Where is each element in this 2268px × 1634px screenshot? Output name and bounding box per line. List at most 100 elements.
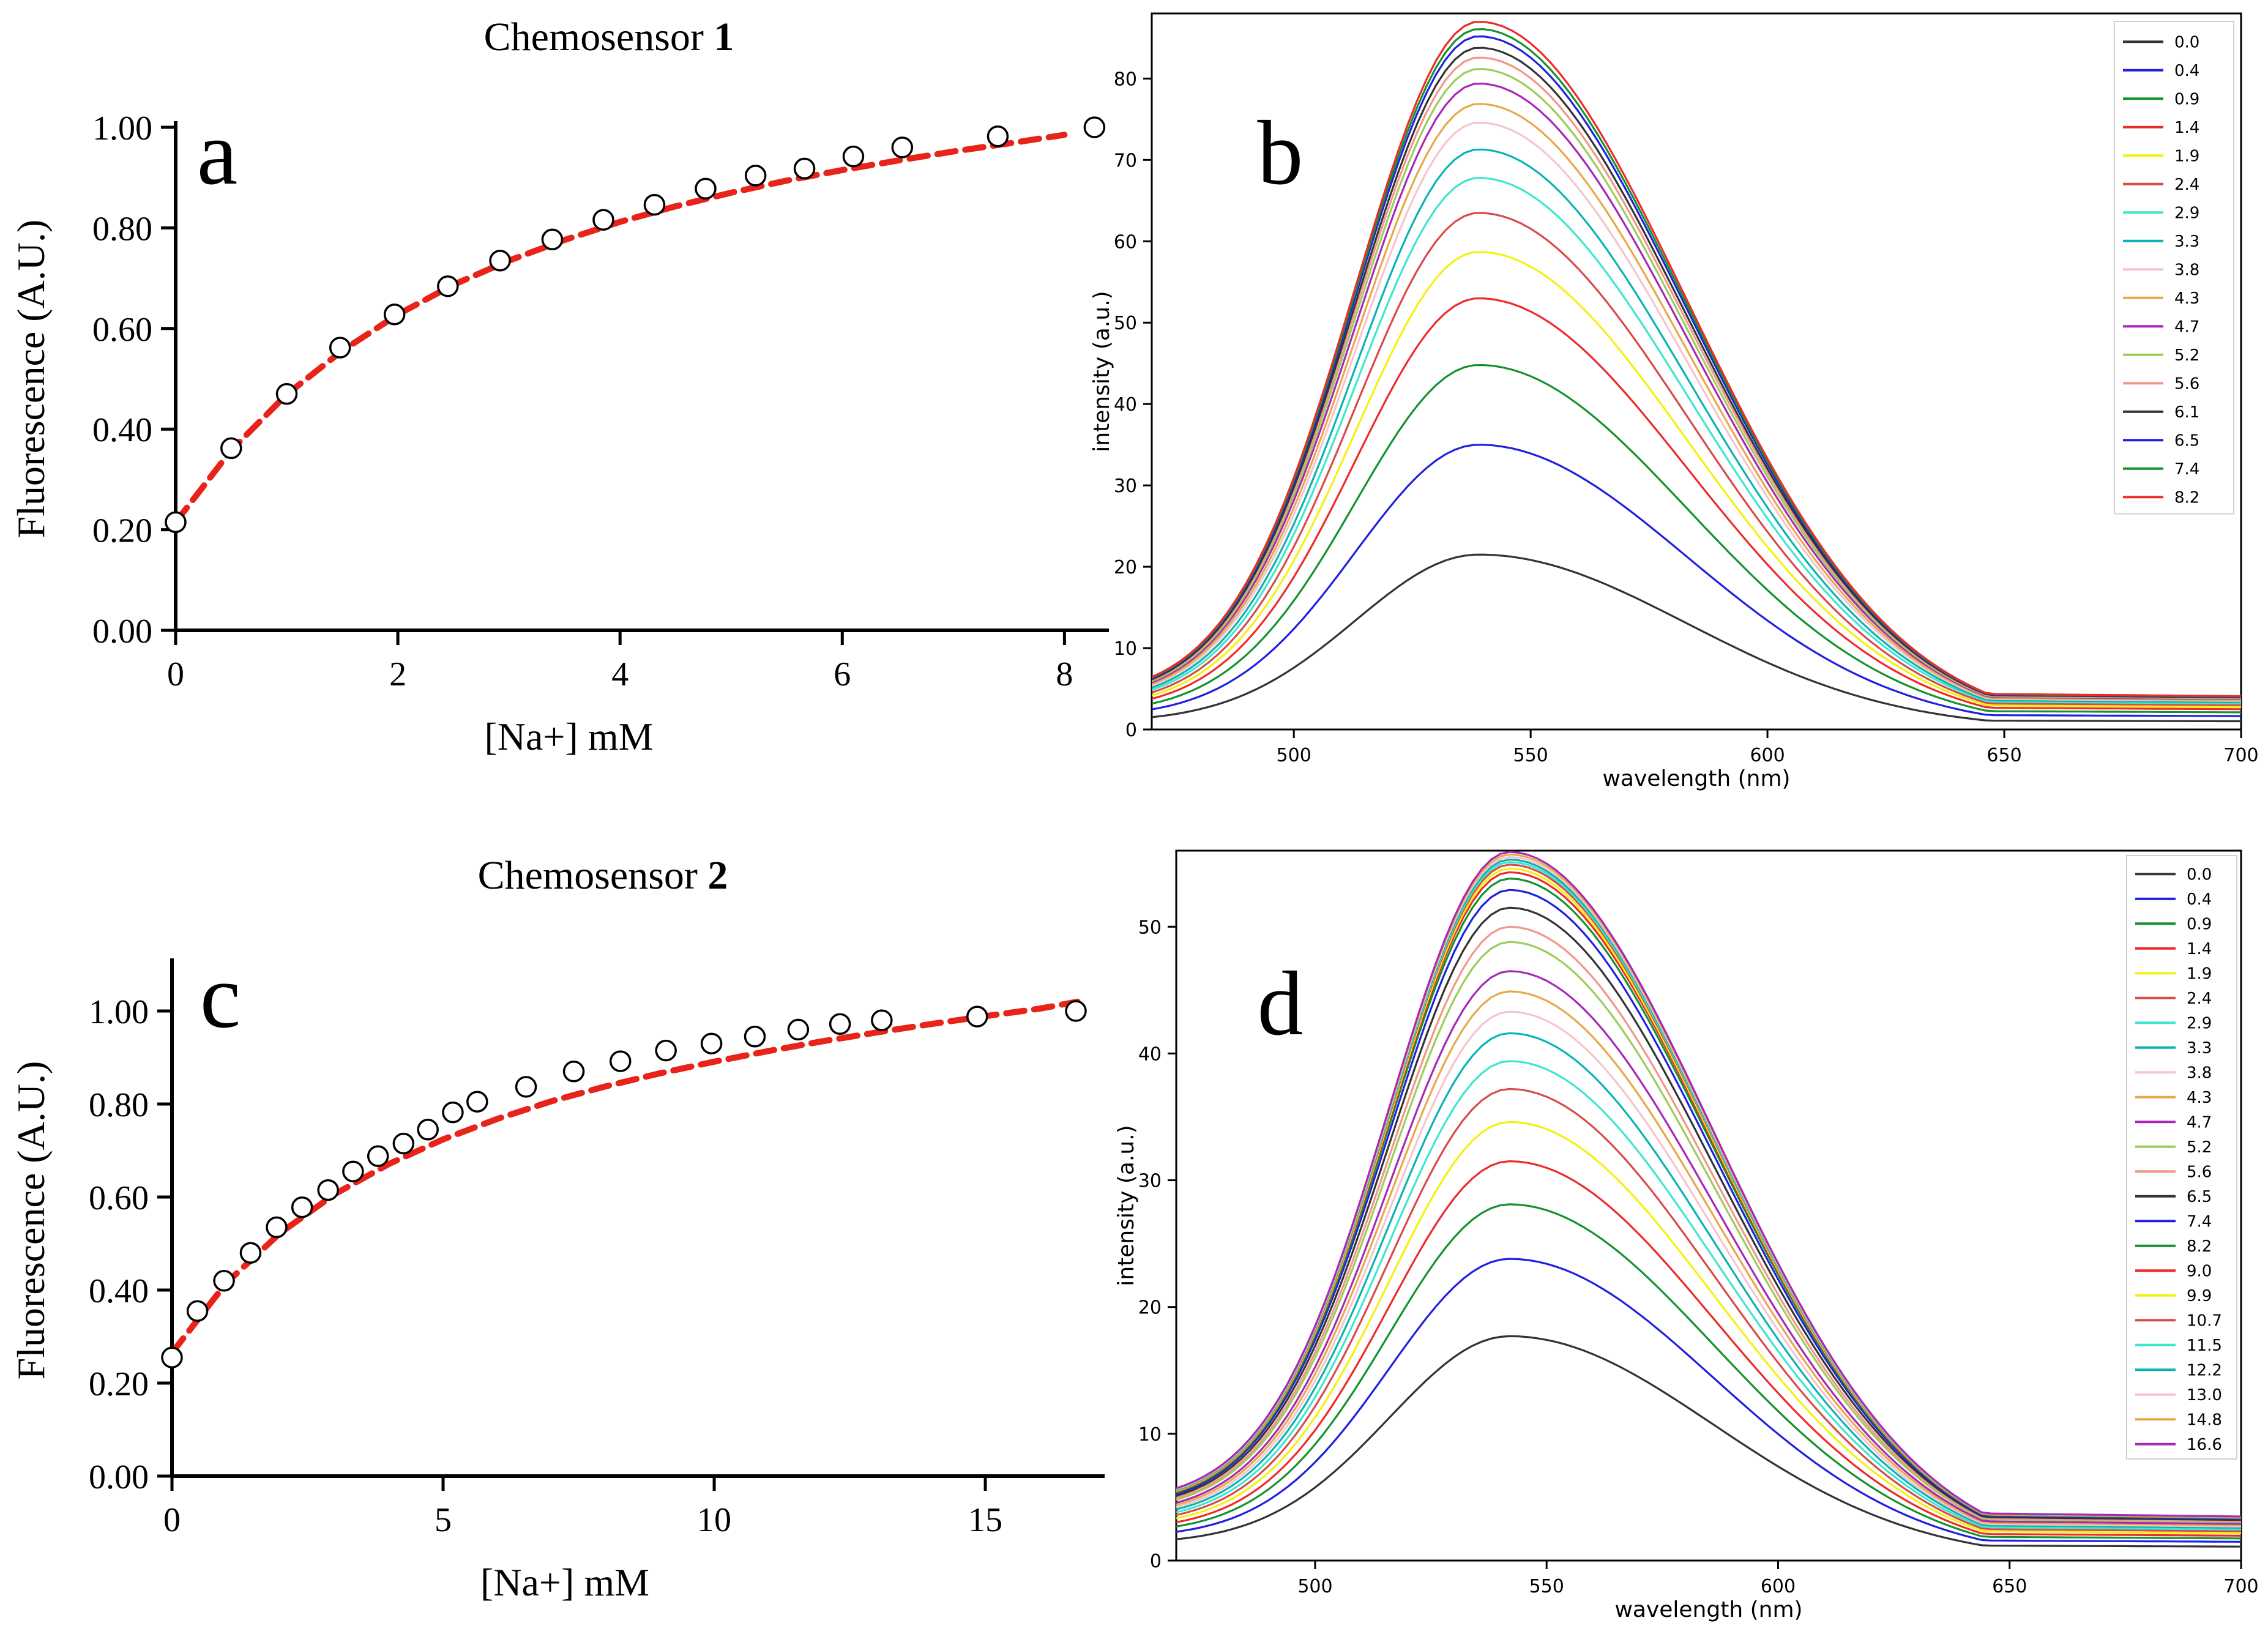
legend-entry: 3.3	[2174, 233, 2199, 251]
legend-entry: 11.5	[2187, 1337, 2222, 1355]
data-point	[291, 1196, 313, 1218]
x-tick-label: 6	[834, 655, 851, 693]
spectrum-line	[1152, 364, 2241, 714]
legend-entry: 9.0	[2187, 1262, 2212, 1280]
spectrum-line	[1176, 906, 2241, 1521]
x-axis-label: wavelength (nm)	[1614, 1597, 1802, 1622]
panel-a: Chemosensor 1 a 0.00 0.20 0.40 0.60 0.80 1.00 0 2…	[9, 15, 1109, 758]
plot-frame	[1151, 12, 2242, 731]
legend-entry: 1.4	[2187, 940, 2212, 958]
y-tick-label: 10	[1114, 638, 1137, 660]
legend-entry: 0.9	[2174, 90, 2199, 108]
x-tick-label: 550	[1529, 1576, 1564, 1597]
panel-letter: b	[1258, 102, 1304, 204]
y-tick-label: 0.00	[92, 613, 152, 651]
x-tick-label: 8	[1056, 655, 1073, 693]
y-axis-label: intensity (a.u.)	[1089, 291, 1114, 452]
y-tick-label: 0.20	[89, 1365, 149, 1403]
data-point	[592, 209, 614, 231]
y-tick-label: 80	[1114, 69, 1137, 90]
chart-title-number: 2	[707, 853, 728, 898]
spectrum-line	[1152, 553, 2241, 723]
legend-entry: 4.7	[2174, 318, 2199, 336]
legend-entry: 0.4	[2174, 62, 2199, 80]
data-point	[787, 1018, 810, 1041]
fit-curve	[173, 132, 1068, 526]
data-point	[655, 1039, 677, 1062]
legend-entry: 7.4	[2174, 460, 2199, 479]
data-point	[515, 1076, 537, 1098]
spectrum-line	[1176, 970, 2241, 1525]
y-tick-label: 70	[1114, 150, 1137, 171]
series-group	[1176, 851, 2241, 1548]
spectrum-line	[1152, 444, 2241, 717]
y-tick-label: 1.00	[92, 110, 152, 147]
data-point	[744, 165, 767, 187]
x-tick-label: 700	[2223, 745, 2258, 766]
x-tick-label: 15	[968, 1501, 1002, 1539]
x-tick-label: 650	[1986, 745, 2021, 766]
data-point	[392, 1132, 415, 1155]
data-point	[220, 437, 242, 460]
legend-entry: 6.5	[2174, 431, 2199, 450]
data-point	[466, 1091, 488, 1113]
legend-entry: 0.4	[2187, 890, 2212, 909]
legend-entry: 5.2	[2174, 346, 2199, 365]
spectrum-line	[1176, 990, 2241, 1526]
data-point	[610, 1050, 632, 1072]
legend-entry: 0.0	[2187, 865, 2212, 884]
data-point	[891, 136, 914, 159]
y-tick-label: 30	[1138, 1171, 1162, 1192]
data-point	[317, 1179, 339, 1201]
legend-entry: 5.6	[2174, 375, 2199, 393]
y-tick-label: 50	[1114, 313, 1137, 334]
data-point	[541, 228, 564, 251]
legend-entry: 1.4	[2174, 119, 2199, 137]
y-tick-label: 10	[1138, 1424, 1162, 1446]
spectrum-line	[1152, 297, 2241, 711]
panel-letter: d	[1258, 953, 1304, 1054]
x-tick-label: 500	[1277, 745, 1311, 766]
legend-entry: 5.2	[2187, 1138, 2212, 1157]
legend-entry: 3.3	[2187, 1039, 2212, 1058]
data-point	[842, 145, 865, 168]
y-tick-label: 0.60	[92, 311, 152, 349]
legend-entry: 8.2	[2187, 1237, 2212, 1256]
legend-entry: 2.9	[2174, 204, 2199, 222]
chart-title-text: Chemosensor	[478, 853, 708, 898]
y-tick-label: 50	[1138, 917, 1162, 938]
x-tick-label: 5	[435, 1501, 452, 1539]
legend-entry: 16.6	[2187, 1436, 2222, 1454]
y-tick-label: 0.40	[92, 411, 152, 449]
data-point	[987, 125, 1009, 147]
y-tick-label: 20	[1138, 1297, 1162, 1319]
data-point	[442, 1101, 464, 1124]
y-tick-label: 0.60	[89, 1179, 149, 1217]
y-tick-label: 40	[1138, 1043, 1162, 1065]
x-axis-label: [Na+] mM	[480, 1561, 649, 1604]
spectrum-line	[1176, 851, 2241, 1518]
data-point	[342, 1160, 364, 1182]
data-point	[329, 337, 351, 359]
x-tick-label: 650	[1992, 1576, 2027, 1597]
spectrum-line	[1176, 1060, 2241, 1531]
legend-entry: 7.4	[2187, 1212, 2212, 1231]
chart-title-number: 1	[714, 15, 734, 59]
y-tick-label: 0.20	[92, 512, 152, 550]
legend-entry: 10.7	[2187, 1311, 2222, 1330]
panel-c: Chemosensor 2 c 0.00 0.20 0.40 0.60 0.80 1.00 0 5…	[9, 853, 1105, 1604]
y-tick-label: 60	[1114, 231, 1137, 253]
x-tick-label: 500	[1297, 1576, 1332, 1597]
data-point	[213, 1270, 235, 1292]
spectrum-line	[1176, 1203, 2241, 1540]
data-point	[1065, 1000, 1087, 1022]
x-axis-label: wavelength (nm)	[1602, 766, 1790, 791]
legend-entry: 4.3	[2187, 1089, 2212, 1107]
spectrum-line	[1176, 1121, 2241, 1534]
series-group	[1152, 20, 2241, 723]
legend-entry: 1.9	[2187, 964, 2212, 983]
data-point	[700, 1032, 723, 1054]
x-tick-label: 2	[389, 655, 406, 693]
data-point	[186, 1300, 209, 1322]
legend-entry: 6.5	[2187, 1188, 2212, 1206]
